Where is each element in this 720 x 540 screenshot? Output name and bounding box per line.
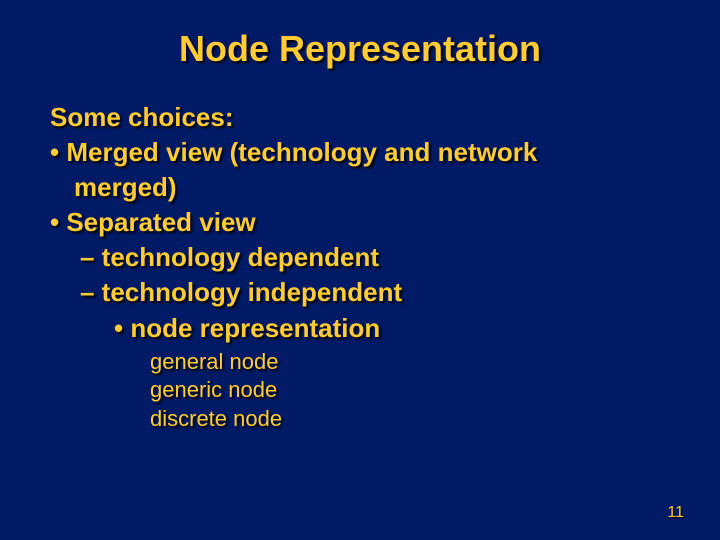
slide-body: Some choices: • Merged view (technology …	[50, 100, 670, 346]
subsub-node-representation: • node representation	[114, 311, 670, 346]
sub-tech-dependent: – technology dependent	[80, 240, 670, 275]
slide-container: Node Representation Some choices: • Merg…	[0, 0, 720, 540]
node-type-general: general node	[150, 348, 670, 377]
slide-title: Node Representation	[50, 28, 670, 70]
bullet-merged-view-line1: • Merged view (technology and network	[50, 135, 670, 170]
page-number: 11	[667, 504, 684, 522]
bullet-merged-view-line2: merged)	[74, 170, 670, 205]
node-type-list: general node generic node discrete node	[150, 348, 670, 434]
bullet-separated-view: • Separated view	[50, 205, 670, 240]
intro-line: Some choices:	[50, 100, 670, 135]
node-type-generic: generic node	[150, 376, 670, 405]
sub-tech-independent: – technology independent	[80, 275, 670, 310]
node-type-discrete: discrete node	[150, 405, 670, 434]
